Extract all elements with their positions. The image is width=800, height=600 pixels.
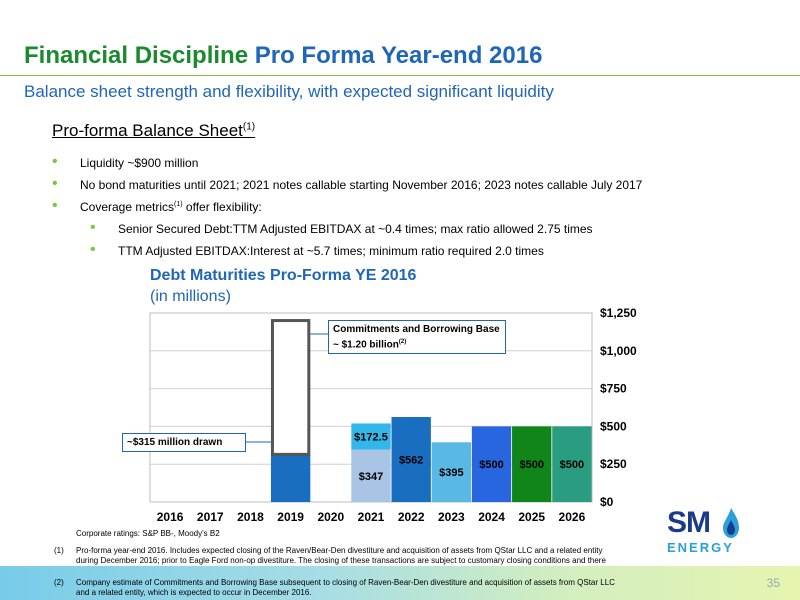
bar-2024 <box>471 426 512 502</box>
bar-label-2022: $562 <box>399 455 423 467</box>
footer-band <box>0 566 800 600</box>
x-tick-label: 2021 <box>358 510 385 524</box>
x-tick-label: 2020 <box>317 510 344 524</box>
callout-commitments-text: Commitments and Borrowing Base ~ $1.20 b… <box>333 324 500 351</box>
bullet-dot-icon: • <box>52 175 58 192</box>
bullet-coverage-sup: (1) <box>174 201 183 208</box>
x-tick-label: 2019 <box>277 510 304 524</box>
x-tick-label: 2025 <box>518 510 545 524</box>
title-part-1: Financial Discipline <box>24 42 249 69</box>
bullet-maturities-text: No bond maturities until 2021; 2021 note… <box>80 178 643 192</box>
chart-axes: $0 $250 $500 $750 $1,000 $1,250 2016 2017 2018 20… <box>157 306 637 524</box>
bullet-sub-interest: • TTM Adjusted EBITDAX:Interest at ~5.7 … <box>90 241 544 258</box>
section-heading-text: Pro-forma Balance Sheet <box>52 121 243 140</box>
bar-2026 <box>552 426 592 502</box>
bullet-dot-icon: • <box>52 197 58 214</box>
section-heading: Pro-forma Balance Sheet(1) <box>52 121 255 141</box>
bar-label-2021: $172.5 <box>354 431 388 443</box>
bullet-coverage-pre: Coverage metrics <box>80 200 175 214</box>
bar-2019 <box>270 319 311 456</box>
chart-bar-labels: $347 $172.5 $562 $395 $500 $500 $500 <box>246 333 584 483</box>
bullet-dot-icon: • <box>52 153 58 170</box>
callout-drawn-text: ~$315 million drawn <box>127 437 223 448</box>
bar-2023 <box>431 442 472 502</box>
footnote-2-num: (2) <box>54 578 64 587</box>
section-heading-sup: (1) <box>242 121 256 133</box>
bullet-sub-senior-debt: • Senior Secured Debt:TTM Adjusted EBITD… <box>90 219 593 236</box>
corporate-ratings: Corporate ratings: S&P BB-, Moody's B2 <box>76 529 220 538</box>
x-tick-label: 2017 <box>197 510 224 524</box>
footnote-2: (2) Company estimate of Commitments and … <box>54 578 616 598</box>
x-tick-label: 2024 <box>478 510 505 524</box>
bar-label-2026: $500 <box>560 459 584 471</box>
bullet-dot-icon: • <box>90 219 96 236</box>
bullet-sub-senior-debt-text: Senior Secured Debt:TTM Adjusted EBITDAX… <box>118 222 593 236</box>
page-subtitle: Balance sheet strength and flexibility, … <box>24 82 554 101</box>
bar-2021 <box>351 449 391 502</box>
logo-text-energy: ENERGY <box>667 540 734 555</box>
y-tick-label: $750 <box>600 382 627 396</box>
title-divider <box>0 75 800 76</box>
footnote-1-num: (1) <box>54 546 64 555</box>
x-tick-label: 2023 <box>438 510 465 524</box>
chart-title: Debt Maturities Pro-Forma YE 2016 <box>150 267 417 284</box>
y-tick-label: $1,250 <box>600 306 637 320</box>
bar-label-2025: $500 <box>519 459 543 471</box>
bar-2019 <box>270 454 311 502</box>
bullet-coverage-post: offer flexibility: <box>182 200 262 214</box>
chart-bars <box>270 319 592 502</box>
callout-commitments: Commitments and Borrowing Base ~ $1.20 b… <box>328 320 506 355</box>
bar-label-2024: $500 <box>479 459 503 471</box>
title-part-2: Pro Forma Year-end 2016 <box>254 42 543 69</box>
logo-text-sm: SM <box>667 506 711 539</box>
x-tick-label: 2022 <box>398 510 425 524</box>
y-tick-label: $0 <box>600 495 614 509</box>
y-tick-label: $1,000 <box>600 344 637 358</box>
bar-label-2023: $395 <box>439 467 463 479</box>
bullet-liquidity: • Liquidity ~$900 million <box>52 153 199 170</box>
page-number: 35 <box>766 576 780 590</box>
y-tick-label: $250 <box>600 457 627 471</box>
bar-2021 <box>351 423 391 450</box>
company-logo: SM ENERGY <box>665 506 745 562</box>
x-tick-label: 2026 <box>559 510 586 524</box>
page-title: Financial Discipline Pro Forma Year-end … <box>24 42 542 70</box>
chart-subtitle: (in millions) <box>150 288 231 305</box>
callout-drawn: ~$315 million drawn <box>122 433 246 452</box>
callout-commitments-sup: (2) <box>398 339 407 345</box>
flame-icon <box>723 508 739 538</box>
bar-label-2021: $347 <box>359 471 383 483</box>
x-tick-label: 2018 <box>237 510 264 524</box>
bar-2025 <box>512 426 552 502</box>
bullet-sub-interest-text: TTM Adjusted EBITDAX:Interest at ~5.7 ti… <box>118 244 544 258</box>
y-tick-label: $500 <box>600 419 627 433</box>
bullet-coverage: • Coverage metrics(1) offer flexibility: <box>52 197 262 214</box>
bullet-liquidity-text: Liquidity ~$900 million <box>80 156 199 170</box>
footnote-2-text: Company estimate of Commitments and Borr… <box>76 578 615 597</box>
bullet-dot-icon: • <box>90 241 96 258</box>
bar-2022 <box>391 417 431 502</box>
bullet-maturities: • No bond maturities until 2021; 2021 no… <box>52 175 643 192</box>
x-tick-label: 2016 <box>157 510 184 524</box>
